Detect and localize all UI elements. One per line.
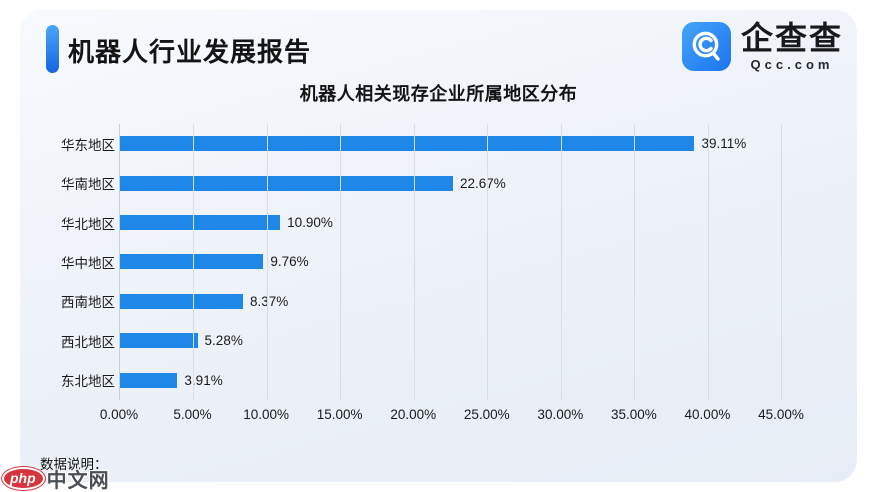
- qcc-logo-name: 企查查: [740, 20, 843, 56]
- bar: [120, 175, 453, 191]
- bar-row: 10.90%: [120, 203, 781, 242]
- php-cn-watermark: php 中文网: [2, 464, 110, 492]
- x-tick-label: 20.00%: [390, 407, 437, 422]
- gridline: [340, 124, 342, 400]
- bar: [120, 372, 178, 388]
- bar-row: 9.76%: [120, 242, 781, 281]
- php-logo-badge: php: [2, 467, 45, 490]
- value-label: 8.37%: [249, 293, 289, 309]
- bar-chart-plot: 39.11% 22.67% 10.90% 9.76% 8.37% 5.28% 3.91%: [119, 124, 782, 400]
- category-label: 东北地区: [61, 374, 115, 390]
- notes-heading: 数据说明：: [40, 457, 108, 472]
- x-tick-label: 25.00%: [463, 407, 510, 422]
- report-card: 机器人行业发展报告 企查查 Qcc.com: [20, 10, 857, 482]
- bar-row: 3.91%: [120, 361, 781, 400]
- x-tick-label: 45.00%: [758, 407, 804, 422]
- bar: [120, 215, 281, 231]
- gridline: [193, 124, 195, 400]
- qcc-logo-text: 企查查 Qcc.com: [741, 22, 843, 71]
- gridline: [560, 124, 562, 400]
- qcc-logo-icon: [681, 22, 731, 71]
- bar-row: 5.28%: [120, 321, 781, 360]
- x-tick-label: 35.00%: [610, 407, 657, 422]
- gridline: [487, 124, 489, 400]
- bar-rows: 39.11% 22.67% 10.90% 9.76% 8.37% 5.28% 3.91%: [120, 124, 781, 400]
- x-axis: 0.00% 5.00% 10.00% 15.00% 20.00% 25.00% 30.00%…: [100, 407, 804, 425]
- category-label: 华南地区: [61, 177, 115, 193]
- category-label: 华北地区: [61, 216, 115, 232]
- value-label: 5.28%: [204, 333, 243, 349]
- category-label: 华中地区: [61, 255, 115, 271]
- gridline: [781, 124, 782, 400]
- value-label: 3.91%: [184, 372, 223, 388]
- data-notes: 数据说明： 1.统计范围：仅统计企业名称、经营范围、品牌产品含关键词“机器人”的…: [40, 424, 492, 492]
- value-label: 9.76%: [270, 254, 309, 270]
- x-tick-label: 5.00%: [173, 407, 212, 422]
- gridline: [634, 124, 636, 400]
- page-title: 机器人行业发展报告: [68, 37, 312, 67]
- x-tick-label: 10.00%: [243, 407, 290, 422]
- qcc-logo: 企查查 Qcc.com: [681, 22, 843, 71]
- value-label: 22.67%: [459, 175, 506, 191]
- bar-row: 8.37%: [120, 282, 781, 321]
- title-accent-bar: [46, 25, 59, 73]
- bar-row: 22.67%: [120, 163, 781, 202]
- x-tick-label: 15.00%: [316, 407, 363, 422]
- category-label: 西北地区: [61, 334, 115, 350]
- qcc-logo-domain: Qcc.com: [750, 57, 834, 72]
- bar-row: 39.11%: [120, 124, 781, 163]
- value-label: 39.11%: [701, 136, 747, 152]
- x-tick-label: 40.00%: [684, 407, 731, 422]
- gridline: [266, 124, 268, 400]
- gridline: [413, 124, 415, 400]
- value-label: 10.90%: [287, 215, 333, 231]
- x-tick-label: 30.00%: [537, 407, 584, 422]
- category-label: 西南地区: [61, 295, 115, 311]
- x-tick-label: 0.00%: [99, 407, 139, 422]
- bar: [120, 333, 198, 349]
- watermark-site-name: 中文网: [46, 470, 110, 492]
- gridline: [707, 124, 709, 400]
- bar: [120, 136, 695, 152]
- category-label: 华东地区: [61, 137, 115, 153]
- bar: [120, 254, 264, 270]
- y-axis-labels: 华东地区华南地区华北地区华中地区西南地区西北地区东北地区: [38, 124, 115, 400]
- bar: [120, 293, 243, 309]
- chart-title: 机器人相关现存企业所属地区分布: [299, 84, 578, 104]
